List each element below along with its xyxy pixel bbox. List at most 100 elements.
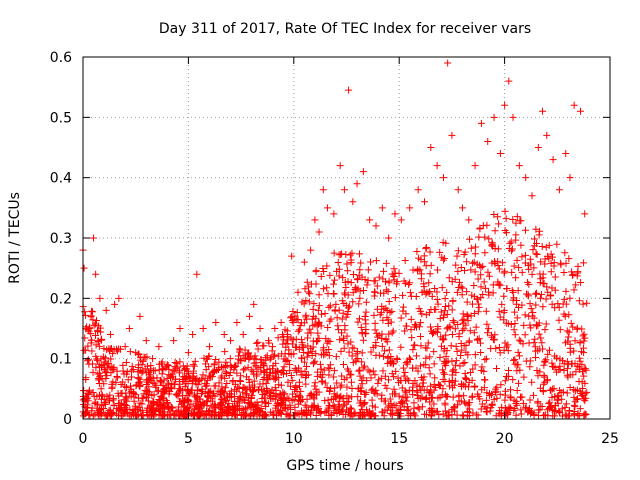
- data-point: [303, 353, 311, 361]
- data-point: [530, 264, 538, 272]
- data-point: [426, 370, 434, 378]
- data-point: [381, 397, 389, 405]
- data-point: [341, 411, 349, 419]
- data-point: [560, 366, 568, 374]
- data-point: [247, 386, 255, 394]
- data-point: [263, 352, 271, 360]
- data-point: [306, 392, 314, 400]
- data-point: [477, 283, 485, 291]
- data-point: [569, 371, 577, 379]
- data-point: [490, 336, 498, 344]
- data-point: [555, 392, 563, 400]
- data-point: [569, 323, 577, 331]
- data-point: [195, 409, 203, 417]
- data-point: [239, 388, 247, 396]
- data-point: [532, 225, 540, 233]
- data-point: [430, 348, 438, 356]
- data-point: [565, 311, 573, 319]
- data-point: [354, 318, 362, 326]
- data-point: [471, 361, 479, 369]
- data-point: [80, 346, 88, 354]
- data-point: [301, 401, 309, 409]
- data-point: [483, 408, 491, 416]
- data-point: [237, 357, 245, 365]
- data-point: [212, 412, 220, 420]
- data-point: [179, 392, 187, 400]
- data-point: [94, 370, 102, 378]
- data-point: [511, 308, 519, 316]
- data-point: [323, 383, 331, 391]
- data-point-peak: [528, 192, 536, 200]
- data-point: [203, 397, 211, 405]
- data-point: [347, 410, 355, 418]
- data-point: [286, 367, 294, 375]
- data-point: [451, 377, 459, 385]
- data-point-peak: [149, 355, 157, 363]
- data-point: [343, 332, 351, 340]
- data-point: [245, 349, 253, 357]
- data-point: [367, 411, 375, 419]
- data-point: [107, 355, 115, 363]
- data-point: [379, 352, 387, 360]
- data-point: [205, 363, 213, 371]
- data-point: [135, 403, 143, 411]
- data-point: [409, 346, 417, 354]
- data-point: [153, 374, 161, 382]
- data-point: [143, 394, 151, 402]
- data-point: [541, 357, 549, 365]
- data-point: [272, 412, 280, 420]
- data-point: [560, 310, 568, 318]
- data-point: [312, 338, 320, 346]
- data-point: [300, 300, 308, 308]
- data-point: [364, 276, 372, 284]
- data-point: [267, 369, 275, 377]
- data-point: [513, 387, 521, 395]
- data-point: [402, 359, 410, 367]
- data-point-peak: [340, 186, 348, 194]
- data-point: [341, 322, 349, 330]
- data-point: [167, 411, 175, 419]
- data-point: [423, 386, 431, 394]
- data-point: [86, 411, 94, 419]
- data-point: [367, 374, 375, 382]
- data-point: [385, 330, 393, 338]
- data-point: [281, 350, 289, 358]
- data-point: [580, 330, 588, 338]
- data-point: [399, 291, 407, 299]
- data-point: [570, 286, 578, 294]
- data-point: [88, 407, 96, 415]
- data-point: [449, 393, 457, 401]
- data-point: [507, 386, 515, 394]
- data-point: [578, 368, 586, 376]
- data-point: [236, 377, 244, 385]
- data-point: [439, 366, 447, 374]
- data-point: [334, 322, 342, 330]
- data-point: [348, 384, 356, 392]
- data-point: [246, 399, 254, 407]
- data-point: [480, 367, 488, 375]
- data-point: [345, 394, 353, 402]
- data-point: [435, 411, 443, 419]
- data-point: [457, 283, 465, 291]
- data-point: [502, 404, 510, 412]
- data-point: [526, 363, 534, 371]
- data-point: [390, 385, 398, 393]
- data-point: [201, 410, 209, 418]
- data-point-peak: [170, 337, 178, 345]
- data-point: [89, 360, 97, 368]
- data-point: [453, 252, 461, 260]
- data-point-peak: [283, 331, 291, 339]
- data-point: [371, 389, 379, 397]
- data-point: [541, 326, 549, 334]
- data-point: [310, 360, 318, 368]
- data-point: [165, 390, 173, 398]
- data-point: [461, 248, 469, 256]
- data-point: [228, 393, 236, 401]
- data-point: [331, 306, 339, 314]
- data-point: [397, 398, 405, 406]
- data-point: [491, 259, 499, 267]
- data-point: [236, 345, 244, 353]
- data-point: [496, 390, 504, 398]
- data-point: [561, 411, 569, 419]
- data-point: [287, 371, 295, 379]
